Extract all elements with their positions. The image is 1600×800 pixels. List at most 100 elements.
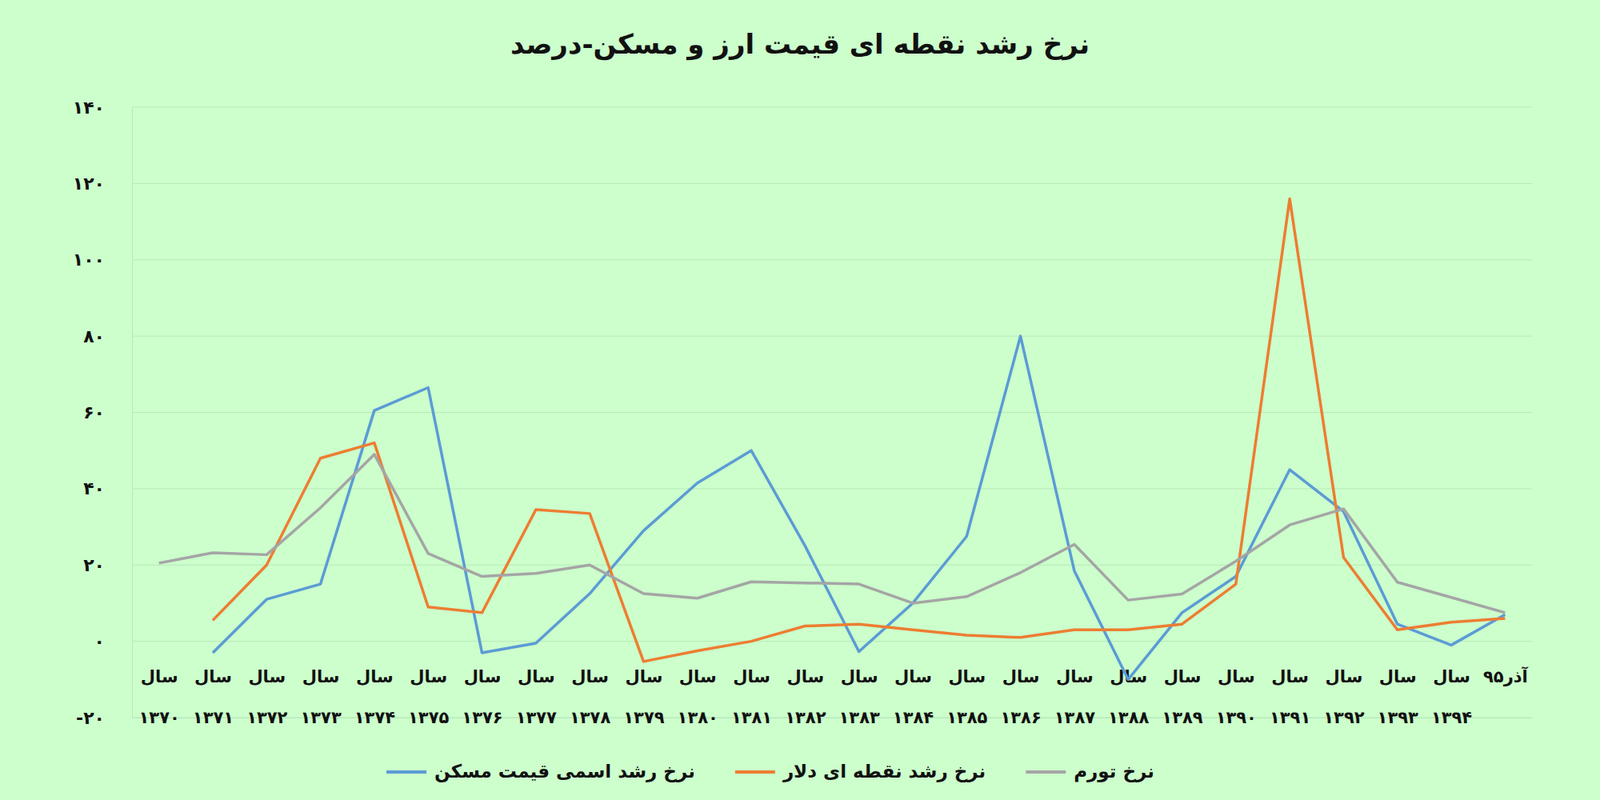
x-tick-label-part: ۱۳۸۷ xyxy=(1054,708,1096,728)
x-tick-label: آذر۹۵ xyxy=(1483,666,1529,687)
x-tick-label-part: ۱۳۸۵ xyxy=(946,708,988,728)
x-tick: سال۱۳۷۵ xyxy=(408,667,449,728)
x-tick: سال ۱۳۷۱ xyxy=(192,667,234,728)
y-tick: ۴۰ xyxy=(83,478,132,499)
x-tick-label-part: ۱۳۹۳ xyxy=(1377,708,1419,728)
plot-area xyxy=(159,198,1506,680)
legend-item: نرخ رشد اسمی قیمت مسکن xyxy=(386,760,696,783)
x-tick: سال ۱۳۷۳ xyxy=(300,667,341,728)
x-tick: سال۱۳۷۴ xyxy=(354,667,396,728)
x-tick-label-part: سال xyxy=(194,667,232,687)
legend: نرخ رشد اسمی قیمت مسکن نرخ رشد نقطه ای دل… xyxy=(386,760,1155,783)
x-tick-label: سال۱۳۷۵ xyxy=(408,667,449,728)
y-tick: ۶۰ xyxy=(83,402,132,423)
x-tick-label-part: ۱۳۸۲ xyxy=(784,708,826,728)
x-tick-label: سال ۱۳۷۰ xyxy=(139,667,180,728)
x-tick-label: سال ۱۳۹۲ xyxy=(1323,667,1364,728)
grid-line xyxy=(132,183,1532,184)
x-tick: سال۱۳۸۷ xyxy=(1054,667,1096,728)
y-tick-label: ۱۲۰ xyxy=(72,173,105,194)
x-tick-label: سال۱۳۸۸ xyxy=(1108,667,1149,728)
background xyxy=(0,0,1600,800)
x-tick-label-part: سال xyxy=(1325,667,1364,687)
x-tick-label: سال ۱۳۷۷ xyxy=(516,667,557,728)
x-tick: سال۱۳۹۴ xyxy=(1431,667,1472,728)
x-tick: سال ۱۳۹۲ xyxy=(1323,667,1364,728)
legend-swatch xyxy=(1025,770,1066,774)
x-tick-label-part: سال xyxy=(679,667,717,687)
x-tick-label: سال۱۳۸۷ xyxy=(1054,667,1096,728)
grid-line xyxy=(132,717,1532,719)
grid xyxy=(132,107,1532,718)
x-tick-label: سال ۱۳۸۰ xyxy=(677,667,719,728)
x-tick-label-part: ۱۳۸۳ xyxy=(839,708,880,728)
x-axis-line xyxy=(132,717,1533,719)
x-tick-label-part: ۱۳۷۶ xyxy=(461,708,503,728)
x-tick-label-part: ۱۳۹۱ xyxy=(1269,708,1311,728)
x-tick-label: سال ۱۳۸۲ xyxy=(784,667,826,728)
x-tick-label-part: ۱۳۷۷ xyxy=(516,708,557,728)
x-tick-label: سال۱۳۹۴ xyxy=(1431,667,1472,728)
y-tick: ۱۰۰ xyxy=(72,249,132,270)
y-tick-label: ۰ xyxy=(94,631,105,652)
legend-swatch xyxy=(386,770,427,774)
x-tick-label: سال۱۳۸۵ xyxy=(946,667,988,728)
x-tick-label: سال۱۳۹۳ xyxy=(1377,667,1419,728)
x-tick-label-part: ۱۳۸۰ xyxy=(677,708,719,728)
x-tick-label-part: ۱۳۷۱ xyxy=(192,708,234,728)
x-tick-label-part: سال xyxy=(356,667,394,687)
x-tick: سال ۱۳۸۲ xyxy=(784,667,826,728)
x-tick: آذر۹۵ xyxy=(1483,666,1529,718)
x-tick-label-part: سال xyxy=(302,667,340,687)
series-line xyxy=(212,336,1505,680)
x-tick-label-part: سال xyxy=(517,667,556,687)
x-tick-label-part: سال xyxy=(140,667,179,687)
x-tick: سال۱۳۹۱ xyxy=(1269,667,1311,728)
x-tick: سال۱۳۷۲ xyxy=(246,667,288,728)
y-tick: ۱۲۰ xyxy=(72,173,132,194)
x-tick: سال۱۳۸۵ xyxy=(946,667,988,728)
x-tick-label-part: ۱۳۷۳ xyxy=(300,708,341,728)
y-axis-line xyxy=(132,108,133,719)
x-tick: سال۱۳۸۹ xyxy=(1161,667,1203,728)
x-tick: سال۱۳۹۳ xyxy=(1377,667,1419,728)
x-tick-label-part: سال xyxy=(248,667,286,687)
x-tick: سال ۱۳۷۰ xyxy=(139,667,180,728)
grid-line xyxy=(132,107,1532,108)
x-tick-label-part: ۱۳۸۸ xyxy=(1108,708,1149,728)
y-axis: -۲۰ ۰ ۲۰ ۴۰ ۶۰ ۸۰ ۱۰۰ ۱۲۰ ۱۴۰ xyxy=(72,97,133,728)
x-tick-label: سال ۱۳۷۱ xyxy=(192,667,234,728)
x-tick: سال۱۳۸۱ xyxy=(731,667,772,728)
series-line xyxy=(212,198,1505,661)
x-axis: سال۱۳۷۰سال۱۳۷۱سال۱۳۷۲سال۱۳۷۳سال۱۳۷۴سال۱۳… xyxy=(132,666,1533,728)
legend-item: نرخ رشد نقطه ای دلار xyxy=(735,760,986,783)
x-tick-label-part: ۱۳۹۴ xyxy=(1431,708,1472,728)
x-tick-label: سال۱۳۷۴ xyxy=(354,667,396,728)
x-tick-label-part: سال xyxy=(625,667,664,687)
grid-line xyxy=(132,640,1532,642)
x-tick-label-part: ۱۳۹۲ xyxy=(1323,708,1364,728)
x-tick-label-part: ۱۳۸۴ xyxy=(892,708,934,728)
grid-line xyxy=(132,259,1532,260)
x-tick-label: سال۱۳۷۶ xyxy=(461,667,503,728)
y-tick-label: ۸۰ xyxy=(83,326,105,347)
x-tick-label-part: سال xyxy=(786,667,824,687)
x-tick-label-part: سال xyxy=(840,667,879,687)
legend-swatch xyxy=(735,770,776,774)
grid-line xyxy=(132,564,1532,566)
x-tick-label-part: ۱۳۷۰ xyxy=(139,708,180,728)
y-tick: ۸۰ xyxy=(83,326,132,347)
x-tick-label: سال۱۳۷۹ xyxy=(623,667,664,728)
x-tick-label: سال۱۳۷۲ xyxy=(246,667,288,728)
x-tick-label: سال۱۳۹۰ xyxy=(1216,667,1257,728)
x-tick-label-part: ۱۳۸۹ xyxy=(1161,708,1203,728)
x-tick-label-part: ۱۳۷۵ xyxy=(408,708,449,728)
x-tick-label: سال ۱۳۸۳ xyxy=(839,667,880,728)
x-tick-label-part: آذر۹۵ xyxy=(1483,666,1529,687)
y-tick-label: -۲۰ xyxy=(76,708,105,728)
y-tick-label: ۲۰ xyxy=(83,555,105,576)
x-tick-label: سال ۱۳۷۳ xyxy=(300,667,341,728)
y-tick-label: ۶۰ xyxy=(83,402,105,423)
chart: نرخ رشد نقطه ای قیمت ارز و مسکن-درصد-۲۰۰… xyxy=(0,0,1600,800)
y-tick: ۱۴۰ xyxy=(72,97,132,118)
